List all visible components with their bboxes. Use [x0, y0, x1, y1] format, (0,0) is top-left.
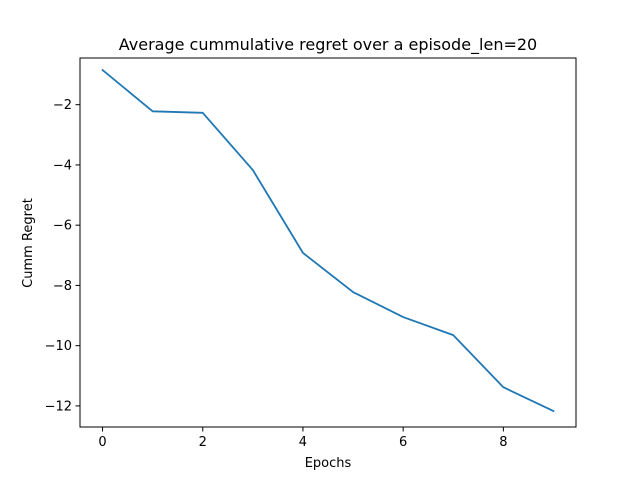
x-axis-label: Epochs [305, 456, 352, 471]
x-tick-label: 4 [299, 435, 307, 450]
plot-area: 0 2 4 6 8 −12 −10 −8 −6 −4 −2 [45, 57, 577, 450]
y-axis-label: Cumm Regret [21, 198, 36, 288]
x-tick-label: 6 [399, 435, 407, 450]
x-tick-label: 8 [499, 435, 507, 450]
plot-frame [79, 57, 577, 428]
series-line-0 [101, 68, 555, 413]
y-tick-label: −8 [53, 279, 72, 294]
y-tick-label: −12 [45, 399, 72, 414]
x-tick-label: 0 [98, 435, 106, 450]
y-tick-label: −2 [53, 98, 72, 113]
x-tick-label: 2 [199, 435, 207, 450]
y-tick-label: −4 [53, 158, 72, 173]
chart-title: Average cummulative regret over a episod… [119, 35, 537, 55]
y-tick-label: −6 [53, 219, 72, 234]
y-tick-label: −10 [45, 339, 72, 354]
